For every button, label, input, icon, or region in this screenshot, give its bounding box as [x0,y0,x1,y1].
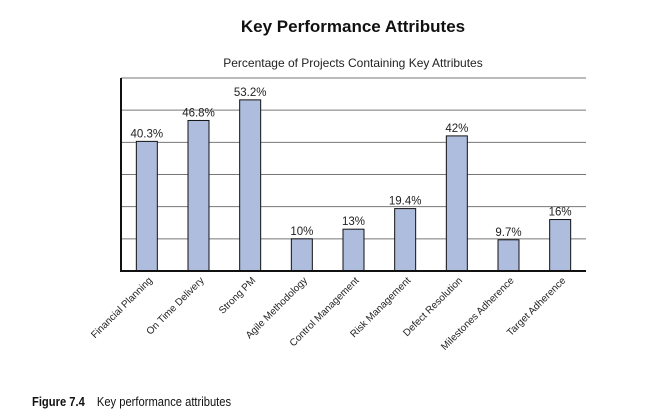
bar-4 [290,238,313,272]
chart-title: Key Performance Attributes [241,17,465,36]
bar-7 [445,135,468,272]
data-label-2: 46.8% [182,107,215,119]
axes [120,78,586,272]
figure-caption: Figure 7.4 Key performance attributes [32,394,231,409]
data-label-3: 53.2% [234,87,267,99]
bar-5 [342,228,365,272]
data-label-1: 40.3% [131,128,164,140]
data-label-4: 10% [290,226,313,238]
bar-8 [497,239,520,272]
data-label-5: 13% [342,216,365,228]
bar-2 [187,119,210,272]
bars [135,99,572,272]
bar-6 [394,208,417,272]
bar-9 [549,219,572,272]
bar-1 [135,140,158,272]
tick-label-2: On Time Delivery [145,275,207,337]
figure-caption-text: Key performance attributes [96,394,232,409]
bar-3 [239,99,262,272]
tick-label-3: Strong PM [217,275,258,316]
data-labels: 40.3% 46.8% 53.2% 10% 13% 19.4% 42% 9.7% 16% [131,87,572,239]
data-label-9: 16% [549,207,572,219]
data-label-7: 42% [445,123,468,135]
chart-subtitle: Percentage of Projects Containing Key At… [223,56,482,70]
figure-number: Figure 7.4 [32,394,85,409]
data-label-6: 19.4% [389,196,422,208]
data-label-8: 9.7% [495,227,521,239]
